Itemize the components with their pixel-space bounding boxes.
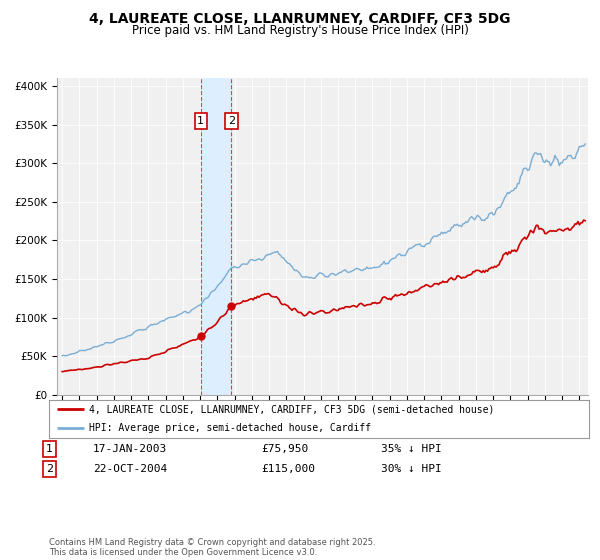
- Text: 4, LAUREATE CLOSE, LLANRUMNEY, CARDIFF, CF3 5DG (semi-detached house): 4, LAUREATE CLOSE, LLANRUMNEY, CARDIFF, …: [89, 404, 494, 414]
- Text: 30% ↓ HPI: 30% ↓ HPI: [381, 464, 442, 474]
- Bar: [201, 78, 231, 395]
- Text: 2: 2: [46, 464, 53, 474]
- Text: Price paid vs. HM Land Registry's House Price Index (HPI): Price paid vs. HM Land Registry's House …: [131, 24, 469, 37]
- Text: 22-OCT-2004: 22-OCT-2004: [93, 464, 167, 474]
- Text: 4, LAUREATE CLOSE, LLANRUMNEY, CARDIFF, CF3 5DG: 4, LAUREATE CLOSE, LLANRUMNEY, CARDIFF, …: [89, 12, 511, 26]
- Text: £115,000: £115,000: [261, 464, 315, 474]
- Text: 17-JAN-2003: 17-JAN-2003: [93, 444, 167, 454]
- Text: £75,950: £75,950: [261, 444, 308, 454]
- Text: 2: 2: [228, 116, 235, 126]
- Text: 1: 1: [46, 444, 53, 454]
- Text: HPI: Average price, semi-detached house, Cardiff: HPI: Average price, semi-detached house,…: [89, 423, 371, 433]
- Text: 1: 1: [197, 116, 204, 126]
- Text: Contains HM Land Registry data © Crown copyright and database right 2025.
This d: Contains HM Land Registry data © Crown c…: [49, 538, 376, 557]
- Text: 35% ↓ HPI: 35% ↓ HPI: [381, 444, 442, 454]
